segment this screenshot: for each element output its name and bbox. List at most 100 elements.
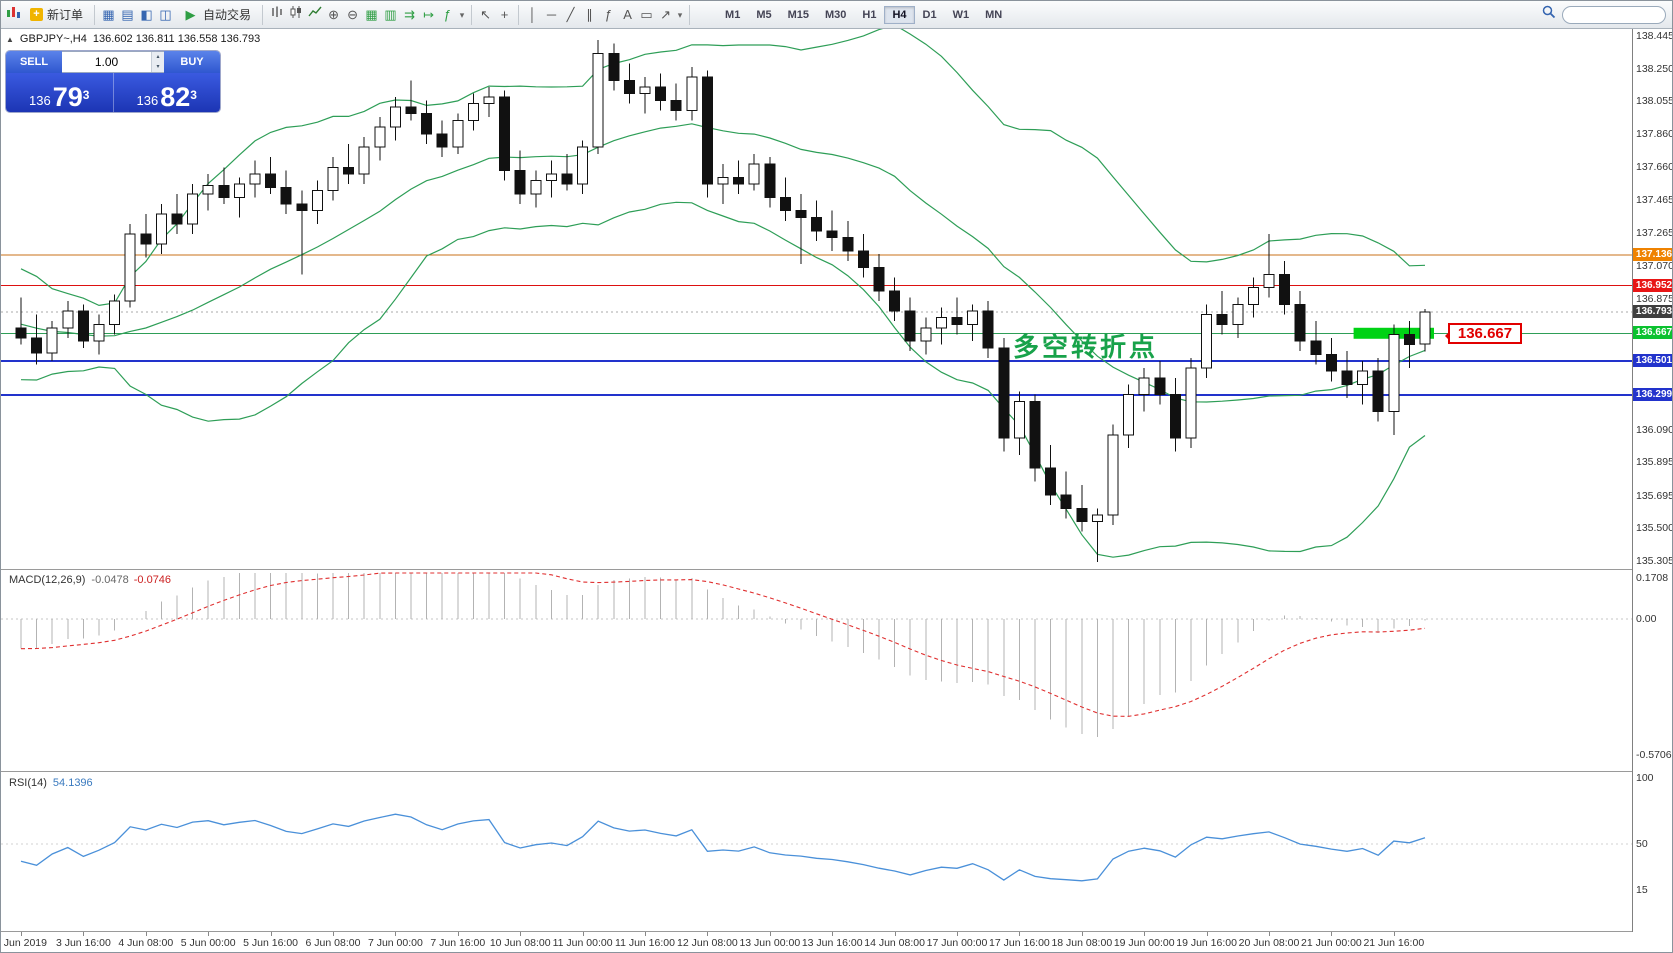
trendline-icon[interactable]: ╱ xyxy=(566,6,575,22)
candle xyxy=(1154,377,1166,396)
candle xyxy=(1294,303,1306,342)
shapes-dropdown-icon[interactable]: ▾ xyxy=(677,9,683,20)
chart-shift-icon[interactable]: ↦ xyxy=(423,6,434,22)
candle xyxy=(452,119,464,148)
autotrading-button[interactable]: ▶ 自动交易 xyxy=(176,3,257,27)
candle xyxy=(1045,467,1057,496)
timeframe-M5[interactable]: M5 xyxy=(748,6,779,24)
cursor-icon[interactable]: ↖ xyxy=(480,6,491,22)
panel-separator[interactable] xyxy=(1,771,1672,772)
timeframe-H4[interactable]: H4 xyxy=(884,5,915,24)
price-axis[interactable]: 138.445 138.250 138.055 137.860 137.660 137.4… xyxy=(1632,29,1673,932)
zoom-out-icon[interactable]: ⊖ xyxy=(347,6,358,22)
candle xyxy=(1310,340,1322,356)
candle xyxy=(467,103,479,121)
toolbar-separator xyxy=(94,4,96,25)
timeframe-MN[interactable]: MN xyxy=(977,6,1010,24)
auto-scroll-icon[interactable]: ⇉ xyxy=(404,6,415,22)
time-label: 14 Jun 08:00 xyxy=(864,937,925,949)
market-watch-icon[interactable]: ▦ xyxy=(102,6,115,22)
arrow-tool-icon[interactable]: ↗ xyxy=(660,6,671,22)
timeframe-M30[interactable]: M30 xyxy=(817,6,854,24)
candle xyxy=(982,310,994,349)
macd-canvas[interactable] xyxy=(1,571,1632,771)
price-tick: 137.465 xyxy=(1636,193,1673,206)
time-tick xyxy=(520,932,522,936)
search-icon[interactable] xyxy=(1540,5,1557,24)
rsi-axis-tick: 15 xyxy=(1636,884,1648,897)
horizontal-line-icon[interactable]: ─ xyxy=(546,6,557,22)
buy-button[interactable]: BUY xyxy=(164,51,220,73)
panel-separator[interactable] xyxy=(1,569,1672,570)
candlestick-chart-icon[interactable] xyxy=(287,5,304,24)
time-tick xyxy=(645,932,646,936)
candle xyxy=(1388,333,1400,412)
zoom-in-icon[interactable]: ⊕ xyxy=(328,6,339,22)
time-label: 11 Jun 00:00 xyxy=(552,937,613,949)
candle xyxy=(77,310,89,342)
sell-button[interactable]: SELL xyxy=(6,51,62,73)
time-label: 21 Jun 00:00 xyxy=(1301,937,1362,949)
autotrading-label: 自动交易 xyxy=(203,8,252,22)
channel-icon[interactable]: ∥ xyxy=(586,6,593,22)
panel-separator xyxy=(1,931,1672,932)
time-axis[interactable]: 3 Jun 2019 3 Jun 16:00 4 Jun 08:00 5 Jun 00… xyxy=(1,932,1632,952)
candle xyxy=(202,185,214,195)
vertical-line-icon[interactable]: │ xyxy=(528,6,537,22)
indicators-dropdown-icon[interactable]: ▾ xyxy=(459,9,465,20)
volume-up-button[interactable]: ▴ xyxy=(152,52,164,62)
new-order-button[interactable]: + 新订单 xyxy=(24,3,89,26)
price-tick: 138.055 xyxy=(1636,95,1673,108)
terminal-icon[interactable]: ◫ xyxy=(159,6,172,22)
buy-price[interactable]: 136 82 3 xyxy=(114,73,221,112)
line-chart-icon[interactable] xyxy=(306,5,323,24)
candle xyxy=(62,310,74,329)
candle xyxy=(779,196,791,212)
time-label: 19 Jun 00:00 xyxy=(1113,937,1175,949)
fibonacci-icon[interactable]: ƒ xyxy=(604,6,613,22)
sell-price-sup: 3 xyxy=(82,88,90,102)
candle xyxy=(109,300,121,325)
time-label: 12 Jun 08:00 xyxy=(677,937,738,949)
volume-down-button[interactable]: ▾ xyxy=(152,62,164,72)
label-tool-icon[interactable]: ▭ xyxy=(640,6,653,22)
timeframe-M15[interactable]: M15 xyxy=(780,6,817,24)
price-chart-canvas[interactable] xyxy=(1,29,1632,569)
navigator-icon[interactable]: ◧ xyxy=(140,6,153,22)
candle xyxy=(389,106,401,128)
macd-axis-tick: -0.5706 xyxy=(1636,749,1672,761)
volume-input[interactable] xyxy=(62,52,151,72)
candle xyxy=(1060,494,1072,509)
rsi-axis-tick: 50 xyxy=(1636,838,1648,850)
rsi-axis-tick: 100 xyxy=(1636,772,1654,784)
price-tick: 136.090 xyxy=(1636,423,1673,436)
time-tick xyxy=(270,932,272,936)
indicators-icon[interactable]: ƒ xyxy=(443,6,452,22)
collapse-panel-icon[interactable]: ▲ xyxy=(6,34,14,44)
cascade-windows-icon[interactable]: ▥ xyxy=(384,6,397,22)
search-input[interactable] xyxy=(1562,5,1666,24)
candle xyxy=(296,203,308,212)
timeframe-W1[interactable]: W1 xyxy=(945,6,978,24)
symbol-info-bar: ▲ GBPJPY~,H4 136.602 136.811 136.558 136… xyxy=(6,33,260,45)
time-tick xyxy=(832,932,834,936)
data-window-icon[interactable]: ▤ xyxy=(121,6,134,22)
candle xyxy=(889,290,901,312)
candle xyxy=(998,347,1010,439)
bar-chart-icon[interactable] xyxy=(268,5,285,24)
crosshair-icon[interactable]: + xyxy=(500,6,509,22)
bollinger-upper-band xyxy=(20,29,1426,307)
time-label: 17 Jun 00:00 xyxy=(926,937,988,949)
sell-price[interactable]: 136 79 3 xyxy=(6,73,114,112)
text-tool-icon[interactable]: A xyxy=(623,6,632,22)
timeframe-H1[interactable]: H1 xyxy=(854,6,884,24)
tile-windows-icon[interactable]: ▦ xyxy=(365,6,378,22)
timeframe-M1[interactable]: M1 xyxy=(717,6,748,24)
rsi-canvas[interactable] xyxy=(1,773,1632,931)
macd-axis-tick: 0.00 xyxy=(1636,612,1657,625)
volume-box: ▴ ▾ xyxy=(62,51,164,73)
candle xyxy=(1247,287,1259,305)
candle xyxy=(46,327,58,354)
timeframe-D1[interactable]: D1 xyxy=(915,6,945,24)
candle xyxy=(1325,354,1337,372)
